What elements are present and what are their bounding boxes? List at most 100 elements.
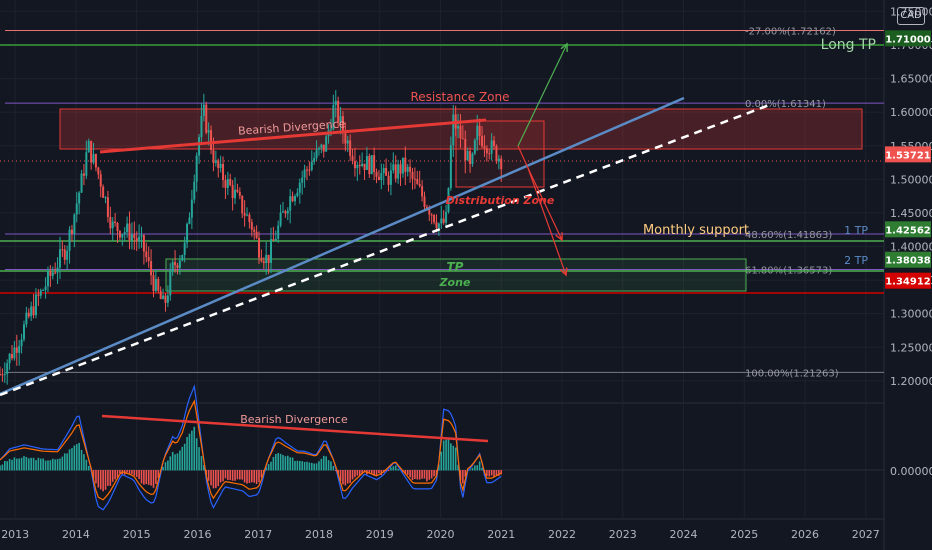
osc-histogram-bar xyxy=(330,461,332,471)
divergence-line-osc[interactable] xyxy=(101,414,489,443)
osc-histogram-bar xyxy=(325,456,327,471)
price-tag[interactable] xyxy=(885,30,931,47)
candle-body xyxy=(222,163,225,181)
candle-body xyxy=(68,229,71,251)
trendline-dashed[interactable] xyxy=(0,102,773,397)
osc-histogram-bar xyxy=(32,457,35,471)
osc-histogram-bar xyxy=(498,470,500,476)
osc-histogram-bar xyxy=(61,456,64,471)
osc-histogram-bar xyxy=(39,458,42,471)
candle-body xyxy=(39,290,42,296)
candle-body xyxy=(166,295,169,303)
candle-body xyxy=(375,171,378,177)
price-tag[interactable] xyxy=(885,251,931,268)
candle-body xyxy=(238,191,241,196)
x-tick-label: 2023 xyxy=(609,528,637,541)
candle-body xyxy=(337,100,340,123)
osc-histogram-bar xyxy=(476,465,479,471)
osc-histogram-bar xyxy=(0,465,1,471)
osc-histogram-bar xyxy=(66,453,68,471)
price-tag[interactable] xyxy=(885,272,931,289)
candle-body xyxy=(32,306,35,316)
candle-body xyxy=(46,270,49,287)
candle-body xyxy=(380,173,383,180)
osc-histogram-bar xyxy=(56,458,59,471)
candle-body xyxy=(224,180,227,188)
candle-body xyxy=(301,177,304,183)
short-arrow-2[interactable] xyxy=(527,167,566,275)
y-tick-label: 1.20000 xyxy=(890,375,932,388)
x-tick-label: 2013 xyxy=(1,528,29,541)
y-tick-label: 1.30000 xyxy=(890,308,932,321)
osc-histogram-bar xyxy=(457,464,459,471)
osc-histogram-bar xyxy=(445,439,447,471)
osc-histogram-bar xyxy=(296,460,299,471)
candle-body xyxy=(334,100,337,105)
candle-body xyxy=(66,250,69,260)
candle-body xyxy=(255,231,258,238)
osc-histogram-bar xyxy=(454,447,457,471)
candle-body xyxy=(500,158,503,170)
candle-body xyxy=(296,192,299,197)
osc-histogram-bar xyxy=(481,467,483,471)
osc-histogram-bar xyxy=(114,470,116,480)
osc-histogram-bar xyxy=(227,470,229,480)
candle-body xyxy=(490,140,493,154)
candle-body xyxy=(270,239,273,263)
candle-body xyxy=(186,223,189,243)
trendline-blue[interactable] xyxy=(0,96,685,396)
price-tag-label: 1.42562 xyxy=(885,225,931,236)
candle-body xyxy=(6,363,9,375)
osc-histogram-bar xyxy=(135,470,138,477)
candle-body xyxy=(260,257,263,262)
distribution-zone-box[interactable] xyxy=(455,120,545,188)
osc-histogram-bar xyxy=(83,454,85,471)
candle-body xyxy=(75,203,78,215)
x-tick-label: 2014 xyxy=(62,528,90,541)
candle-body xyxy=(351,155,354,162)
candle-body xyxy=(229,178,232,186)
candle-body xyxy=(73,214,76,234)
candle-body xyxy=(169,271,172,296)
osc-histogram-bar xyxy=(315,463,318,471)
price-tag[interactable] xyxy=(885,221,931,238)
price-tag-label: 1.38038 xyxy=(885,256,931,267)
candle-body xyxy=(293,196,296,202)
osc-histogram-bar xyxy=(301,461,303,471)
candle-body xyxy=(289,196,292,211)
osc-histogram-bar xyxy=(73,445,76,471)
tp-zone-box[interactable] xyxy=(165,258,747,292)
osc-histogram-bar xyxy=(298,460,301,471)
osc-histogram-bar xyxy=(59,458,61,471)
fib-level-label: 48.60%(1.41863) xyxy=(745,230,832,241)
divergence-line-price[interactable] xyxy=(99,118,487,154)
x-tick-label: 2027 xyxy=(852,528,880,541)
osc-histogram-bar xyxy=(471,467,474,471)
osc-histogram-bar xyxy=(35,460,37,471)
osc-histogram-bar xyxy=(179,450,181,471)
candle-body xyxy=(78,192,81,204)
osc-histogram-bar xyxy=(397,468,399,471)
candle-body xyxy=(452,114,455,146)
osc-histogram-bar xyxy=(207,470,210,481)
osc-histogram-bar xyxy=(80,449,83,471)
long-arrow[interactable] xyxy=(517,44,567,147)
osc-histogram-bar xyxy=(145,470,148,485)
candle-body xyxy=(109,216,112,229)
x-tick-label: 2019 xyxy=(366,528,394,541)
candle-body xyxy=(114,221,117,223)
candle-body xyxy=(250,222,253,230)
candle-body xyxy=(126,223,129,233)
osc-histogram-bar xyxy=(222,470,224,482)
osc-histogram-bar xyxy=(239,470,241,480)
y-tick-label: 1.60000 xyxy=(890,106,932,119)
candle-body xyxy=(349,140,352,156)
candle-body xyxy=(478,125,481,136)
currency-badge[interactable]: CAD xyxy=(897,7,925,25)
price-tag[interactable] xyxy=(885,146,931,163)
x-tick-label: 2024 xyxy=(670,528,698,541)
candle-body xyxy=(219,163,222,168)
candle-body xyxy=(483,146,486,149)
osc-histogram-bar xyxy=(378,470,380,474)
